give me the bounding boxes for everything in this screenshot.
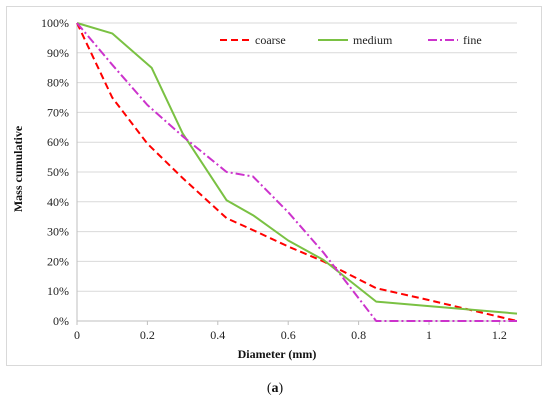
line-chart: 0% 10% 20% 30% 40% 50% 60% 70% 80% 90% 100% 0 0.2 0.…	[11, 16, 518, 361]
y-tick-label-0: 0%	[53, 314, 69, 328]
y-tick-label-7: 70%	[47, 105, 69, 119]
y-tick-label-2: 20%	[47, 254, 69, 268]
legend-label-coarse: coarse	[255, 33, 286, 47]
legend: coarse medium fine	[220, 33, 482, 47]
legend-label-medium: medium	[353, 33, 393, 47]
y-tick-label-3: 30%	[47, 225, 69, 239]
series-line-coarse	[76, 22, 518, 322]
x-tick-label-4: 0.8	[351, 328, 366, 342]
x-tick-label-3: 0.6	[281, 328, 296, 342]
figure-caption: (a)	[0, 381, 550, 397]
x-axis-title: Diameter (mm)	[238, 347, 317, 361]
caption-close: )	[278, 381, 284, 396]
series-lines	[76, 22, 518, 322]
y-tick-label-8: 80%	[47, 76, 69, 90]
caption-label: a	[271, 381, 279, 396]
gridlines	[77, 22, 517, 292]
x-tick-label-5: 1	[426, 328, 432, 342]
x-tick-label-1: 0.2	[140, 328, 155, 342]
axes	[76, 23, 517, 325]
legend-label-fine: fine	[463, 33, 482, 47]
y-tick-label-9: 90%	[47, 46, 69, 60]
x-tick-labels: 0 0.2 0.4 0.6 0.8 1 1.2	[74, 328, 507, 342]
x-tick-label-2: 0.4	[210, 328, 225, 342]
x-tick-label-0: 0	[74, 328, 80, 342]
y-tick-labels: 0% 10% 20% 30% 40% 50% 60% 70% 80% 90% 100%	[41, 16, 69, 328]
caption-open: (	[266, 381, 272, 396]
series-line-fine	[76, 22, 517, 322]
chart-frame	[6, 6, 542, 366]
y-tick-label-6: 60%	[47, 135, 69, 149]
y-tick-label-10: 100%	[41, 16, 69, 30]
y-axis-title: Mass cumulative	[11, 125, 25, 212]
x-tick-label-6: 1.2	[492, 328, 507, 342]
y-tick-label-5: 50%	[47, 165, 69, 179]
y-tick-label-4: 40%	[47, 195, 69, 209]
y-tick-label-1: 10%	[47, 284, 69, 298]
series-line-medium	[76, 22, 518, 315]
